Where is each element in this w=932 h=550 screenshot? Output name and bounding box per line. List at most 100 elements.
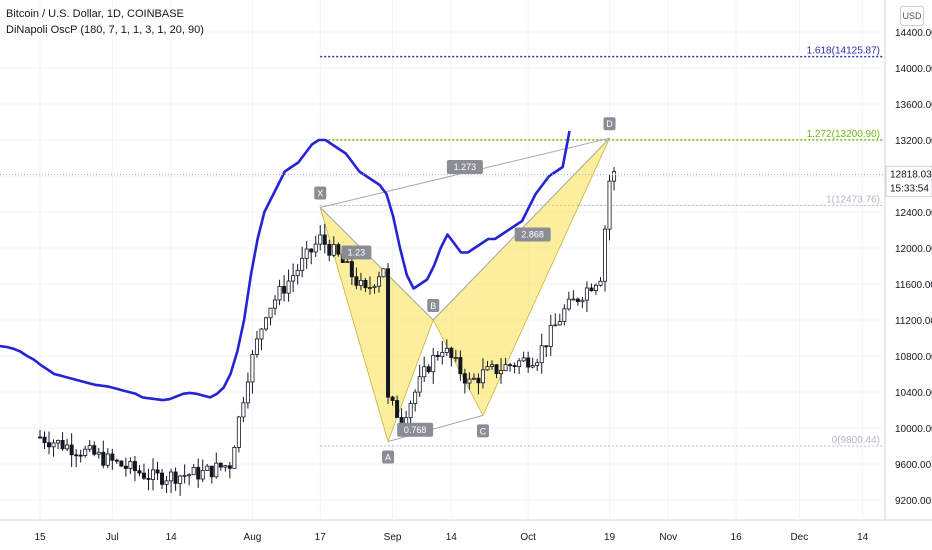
pattern-ratio: 1.273: [446, 160, 483, 174]
candle: [449, 347, 454, 359]
candle: [327, 244, 332, 256]
candle: [535, 362, 540, 366]
candle: [431, 354, 436, 373]
candle: [173, 471, 178, 484]
candle: [128, 461, 133, 469]
candle: [259, 328, 264, 340]
candle: [331, 244, 336, 256]
candle: [101, 451, 106, 466]
candle: [47, 442, 52, 448]
candle: [557, 321, 562, 326]
candle: [227, 465, 232, 469]
candle: [508, 364, 513, 367]
candle: [358, 279, 363, 286]
candle: [137, 470, 142, 474]
candle: [205, 465, 210, 471]
candle: [263, 317, 268, 330]
candle: [83, 448, 88, 456]
candle: [589, 287, 594, 292]
candle: [236, 416, 241, 448]
pattern-ratio: 2.868: [514, 227, 551, 242]
time-tick-label: Sep: [384, 532, 402, 543]
price-tick-label: 10800.00: [895, 352, 932, 363]
candle: [200, 470, 205, 480]
candle: [517, 360, 522, 367]
candle: [322, 234, 327, 245]
candle: [489, 364, 494, 368]
time-tick-label: 17: [315, 532, 327, 543]
candle: [336, 244, 341, 255]
candle: [300, 257, 305, 271]
candle: [232, 446, 237, 469]
candle: [254, 338, 259, 355]
candle: [286, 280, 291, 294]
candle: [295, 269, 300, 277]
candle: [485, 366, 490, 371]
pattern-point-c: C: [476, 424, 489, 438]
candle: [584, 287, 589, 301]
indicator-title[interactable]: DiNapoli OscP (180, 7, 1, 1, 3, 1, 20, 9…: [6, 24, 204, 36]
pattern-point-a: A: [382, 450, 395, 464]
candle: [471, 377, 476, 380]
pattern-ratio: 1.23: [341, 245, 372, 260]
candle: [132, 461, 137, 472]
candle: [182, 474, 187, 477]
price-tick-label: 14000.00: [895, 64, 932, 75]
candle: [245, 381, 250, 404]
candles-group: [38, 167, 617, 496]
candle: [499, 370, 504, 375]
candle: [562, 308, 567, 322]
candle: [467, 378, 472, 384]
candle: [544, 345, 549, 348]
candle: [105, 453, 110, 466]
pattern-point-label: A: [385, 453, 391, 463]
candle: [530, 365, 535, 368]
candle: [178, 475, 183, 484]
candle: [214, 462, 219, 478]
candle: [521, 357, 526, 362]
pattern-ratio-label: 1.23: [348, 248, 366, 258]
candle: [349, 261, 354, 278]
candle: [580, 299, 585, 303]
candle: [453, 357, 458, 359]
candle: [223, 465, 228, 468]
time-tick-label: 14: [446, 532, 458, 543]
price-tick-label: 14400.00: [895, 28, 932, 39]
time-tick-label: Jul: [106, 532, 119, 543]
pattern-point-b: B: [427, 299, 440, 312]
price-tick-label: 11600.00: [895, 280, 932, 291]
price-tick-label: 11200.00: [895, 316, 932, 327]
pattern-ratio-label: 2.868: [521, 230, 544, 240]
candle: [372, 285, 377, 288]
candle: [78, 454, 83, 457]
time-tick-label: Oct: [520, 532, 536, 543]
candle: [74, 454, 79, 457]
candle: [51, 442, 56, 448]
candle: [96, 451, 101, 455]
price-tick-label: 10400.00: [895, 388, 932, 399]
candle: [146, 477, 151, 480]
candle: [571, 298, 576, 301]
candle: [367, 287, 372, 289]
fib-level-label: 1(12473.76): [826, 194, 880, 205]
pattern-point-label: D: [606, 119, 613, 129]
candle: [65, 444, 70, 450]
symbol-title[interactable]: Bitcoin / U.S. Dollar, 1D, COINBASE: [6, 8, 184, 20]
time-tick-label: 14: [166, 532, 178, 543]
candle: [277, 286, 282, 301]
candle: [123, 465, 128, 469]
candle: [92, 445, 97, 455]
candle: [413, 391, 418, 404]
price-tick-label: 12000.00: [895, 244, 932, 255]
candle: [69, 444, 74, 456]
candle: [309, 248, 314, 253]
candle: [42, 436, 47, 444]
pattern-ratio-label: 1.273: [454, 162, 477, 172]
candle: [553, 324, 558, 327]
candle: [209, 465, 214, 478]
currency-button[interactable]: USD: [900, 6, 924, 26]
candle: [273, 299, 278, 309]
candle: [110, 453, 115, 461]
candle: [426, 366, 431, 373]
